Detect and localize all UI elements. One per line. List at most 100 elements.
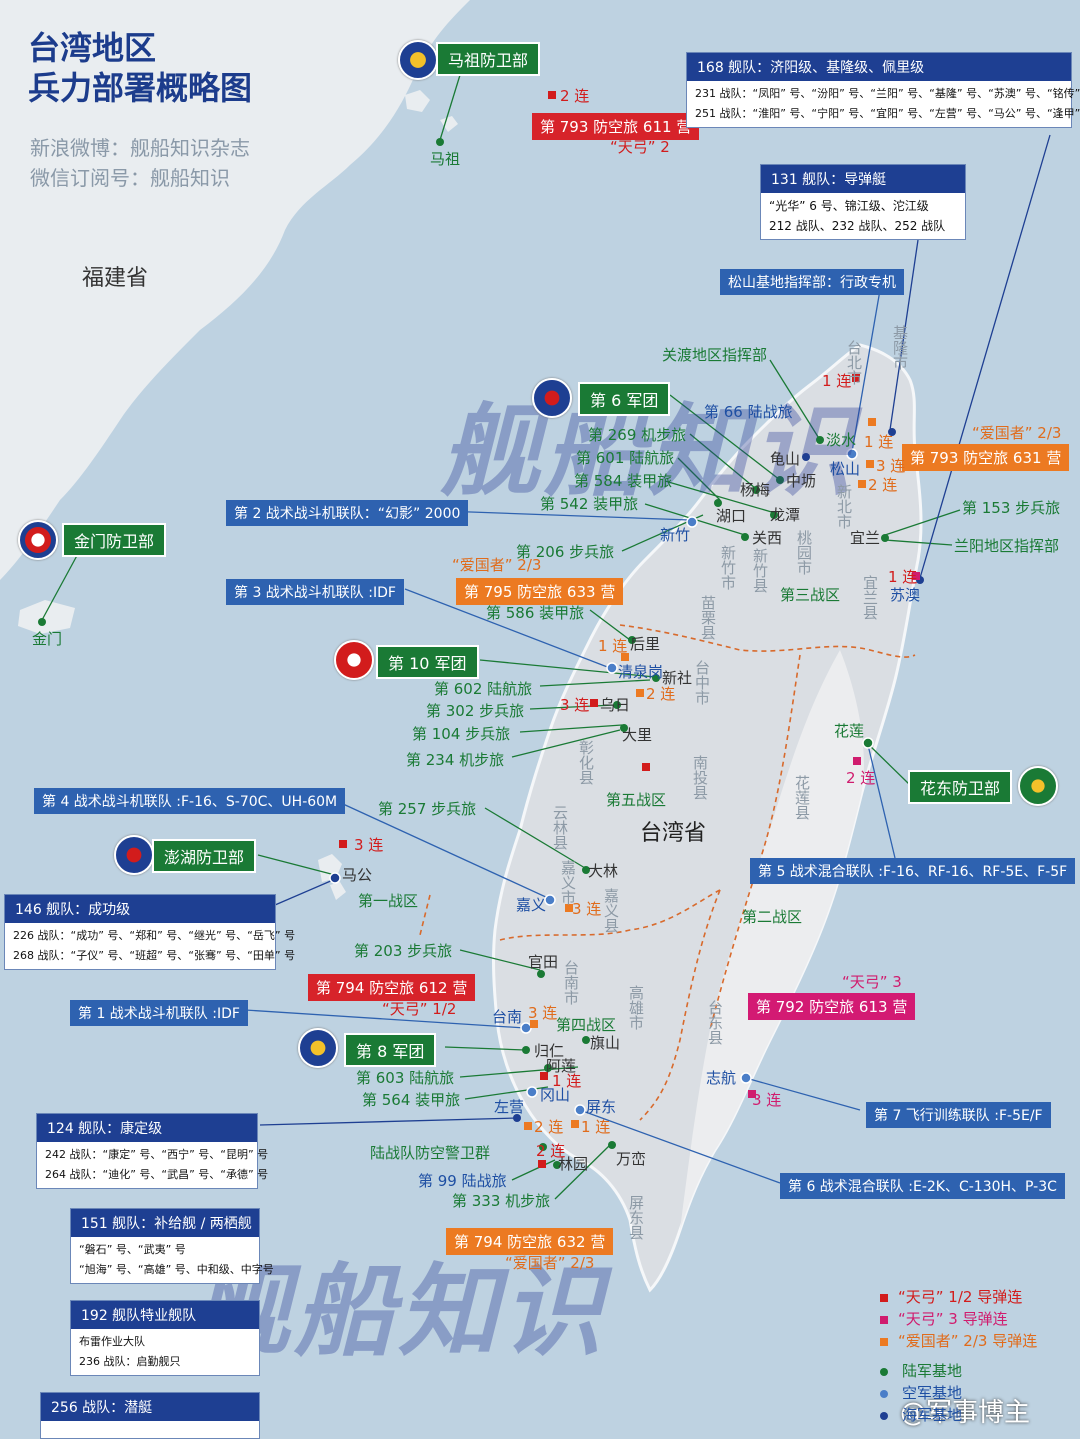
unit-lanyang: 兰阳地区指挥部: [954, 537, 1060, 555]
base-magong: 马公: [342, 866, 373, 884]
fleet-124-header: 124 舰队：康定级: [37, 1114, 257, 1142]
base-guantian: 官田: [528, 953, 559, 971]
air-wing-1: 第 1 战术战斗机联队 :IDF: [70, 1000, 248, 1026]
sq-mazu-tg: [548, 91, 556, 99]
fleet-146-body: 226 战队：“成功” 号、“郑和” 号、“继光” 号、“岳飞” 号 268 战…: [5, 923, 296, 969]
county-xinzhu-xian: 新竹县: [751, 548, 769, 593]
base-suao: 苏澳: [890, 586, 921, 604]
command-mazu: 马祖防卫部: [436, 42, 541, 76]
sq-taibei-pa3: [866, 460, 874, 468]
marker-pingdong: [574, 1104, 586, 1116]
command-army8: 第 8 军团: [344, 1033, 437, 1067]
region-fujian: 福建省: [82, 266, 149, 291]
county-gaoxiong: 高雄市: [627, 985, 645, 1030]
region-taiwan: 台湾省: [640, 821, 707, 846]
leader-lanyang: [884, 539, 953, 546]
company-taibei-p1: 1 连: [864, 433, 894, 451]
leader-f146: [274, 879, 334, 906]
marker-marine-ad: [539, 1143, 547, 1151]
base-tainan: 台南: [492, 1008, 523, 1026]
marker-xinshe: [652, 674, 660, 682]
ad-611-note: “天弓” 2: [610, 138, 670, 156]
zone-4: 第四战区: [556, 1016, 617, 1034]
ad-battalion-631: 第 793 防空旅 631 营: [902, 444, 1070, 471]
company-linyuan: 2 连: [536, 1142, 566, 1160]
unit-b584: 第 584 装甲旅: [574, 472, 673, 490]
unit-b564: 第 564 装甲旅: [362, 1091, 461, 1109]
legend-green-dot-icon: [880, 1368, 888, 1376]
leader-b601: [677, 457, 721, 501]
fleet-256-header: 256 战队：潜艇: [41, 1393, 259, 1421]
jinmen-emblem-icon: [18, 520, 58, 560]
leader-f168: [919, 134, 1051, 579]
marker-gangshan: [526, 1086, 538, 1098]
legend-red-square-icon: [880, 1294, 888, 1302]
fleet-151-line2: “旭海” 号、“高雄” 号、中和级、中字号: [79, 1263, 274, 1276]
sq-taibei-pa2: [858, 480, 866, 488]
unit-b66: 第 66 陆战旅: [704, 403, 793, 421]
unit-b257: 第 257 步兵旅: [378, 800, 477, 818]
unit-b603: 第 603 陆航旅: [356, 1069, 455, 1087]
ad-battalion-612: 第 794 防空旅 612 营: [308, 974, 476, 1001]
leader-b269: [689, 433, 756, 489]
ad-632-note: “爱国者” 2/3: [505, 1254, 595, 1272]
fleet-124-line2: 264 战队：“迪化” 号、“武昌” 号、“承德” 号: [45, 1168, 269, 1181]
base-guishan: 龟山: [770, 450, 801, 468]
base-houli: 后里: [630, 635, 661, 653]
county-zhanghua: 彰化县: [577, 740, 595, 785]
sq-gangshan1: [540, 1072, 548, 1080]
marker-qishan: [582, 1036, 590, 1044]
air-wing-6: 第 6 战术混合联队 :E-2K、C-130H、P-3C: [780, 1173, 1065, 1199]
fleet-146-line2: 268 战队：“子仪” 号、“班超” 号、“张骞” 号、“田单” 号: [13, 949, 296, 962]
company-penghu: 3 连: [354, 836, 384, 854]
air-wing-7: 第 7 飞行训练联队 :F-5E/F: [866, 1102, 1051, 1128]
ad-battalion-613: 第 792 防空旅 613 营: [748, 993, 916, 1020]
fleet-124-body: 242 战队：“康定” 号、“西宁” 号、“昆明” 号 264 战队：“迪化” …: [37, 1142, 269, 1188]
ad-battalion-632: 第 794 防空旅 632 营: [446, 1228, 614, 1255]
missile-markers: [339, 91, 920, 1168]
county-yunlin: 云林县: [551, 805, 569, 850]
fleet-192-line2: 236 战队：启勤舰只: [79, 1355, 181, 1368]
sq-zuoying2: [524, 1122, 532, 1130]
sq-pingdong1: [571, 1120, 579, 1128]
base-guanxi: 关西: [752, 529, 783, 547]
air-wing-4: 第 4 战术战斗机联队 :F-16、S-70C、UH-60M: [34, 788, 346, 814]
leader-b586: [589, 609, 631, 641]
company-taibei-tg: 1 连: [822, 372, 852, 390]
songshan-command: 松山基地指挥部：行政专机: [720, 269, 904, 295]
marker-jilong-navy: [888, 428, 896, 436]
leader-w5: [867, 744, 896, 859]
marker-zhongli: [776, 476, 784, 484]
command-army6: 第 6 军团: [578, 382, 671, 416]
fleet-131-line2: 212 战队、232 战队、252 战队: [769, 219, 946, 233]
base-yilan: 宜兰: [850, 529, 881, 547]
leader-b153: [884, 509, 961, 536]
sq-taibei-tg: [852, 374, 860, 382]
unit-b542: 第 542 装甲旅: [540, 495, 639, 513]
leader-songshan: [851, 289, 881, 453]
fleet-192-header: 192 舰队特业舰队: [71, 1301, 259, 1329]
marker-zuoying: [513, 1114, 521, 1122]
fleet-124-line1: 242 战队：“康定” 号、“西宁” 号、“昆明” 号: [45, 1148, 269, 1161]
marker-magong: [329, 872, 341, 884]
county-nantou: 南投县: [691, 755, 709, 800]
air-wing-2: 第 2 战术战斗机联队：“幻影” 2000: [226, 500, 469, 526]
marker-zhihang: [740, 1072, 752, 1084]
county-jilong: 基隆市: [891, 325, 909, 370]
base-yangmei: 杨梅: [740, 481, 771, 499]
unit-b203: 第 203 步兵旅: [354, 942, 453, 960]
base-qishan: 旗山: [590, 1034, 621, 1052]
base-xinzhu: 新竹: [660, 526, 691, 544]
unit-marine-ad: 陆战队防空警卫群: [370, 1144, 491, 1162]
county-xinbei: 新北市: [835, 484, 853, 529]
marker-houli: [628, 636, 636, 644]
company-suao: 1 连: [888, 568, 918, 586]
zone-border-north: [619, 624, 916, 658]
east-zone-shade: [680, 650, 864, 1230]
leader-b234: [511, 729, 621, 758]
base-xinshe: 新社: [662, 669, 693, 687]
fleet-168-line2: 251 战队：“淮阳” 号、“宁阳” 号、“宜阳” 号、“左营” 号、“马公” …: [695, 107, 1080, 120]
command-penghu: 澎湖防卫部: [152, 839, 257, 873]
mazu-emblem-icon: [398, 40, 438, 80]
base-dalin: 大林: [588, 862, 619, 880]
